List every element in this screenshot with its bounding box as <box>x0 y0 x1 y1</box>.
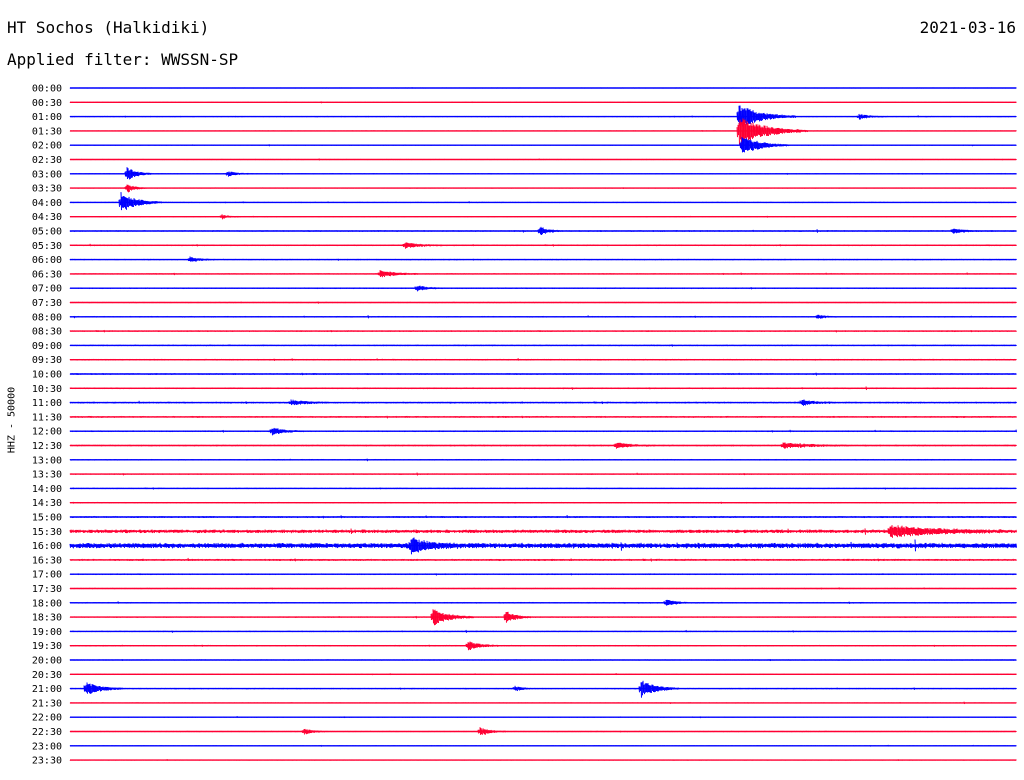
station-title: HT Sochos (Halkidiki) <box>7 18 210 37</box>
filter-label: Applied filter: WWSSN-SP <box>7 50 239 69</box>
time-tick-label: 08:00 <box>32 312 62 323</box>
time-tick-label: 04:30 <box>32 212 62 223</box>
time-tick-label: 18:00 <box>32 598 62 609</box>
time-tick-label: 13:30 <box>32 470 62 481</box>
trace-group <box>69 87 1017 761</box>
time-tick-label: 09:30 <box>32 355 62 366</box>
time-tick-label: 07:00 <box>32 284 62 295</box>
time-tick-label: 18:30 <box>32 613 62 624</box>
time-tick-label: 09:00 <box>32 341 62 352</box>
time-tick-label: 23:30 <box>32 756 62 767</box>
time-tick-label: 08:30 <box>32 327 62 338</box>
time-tick-label: 13:00 <box>32 455 62 466</box>
time-tick-label: 14:00 <box>32 484 62 495</box>
time-tick-label: 21:30 <box>32 698 62 709</box>
time-tick-label: 00:00 <box>32 84 62 95</box>
time-tick-label: 02:30 <box>32 155 62 166</box>
time-tick-label: 19:30 <box>32 641 62 652</box>
time-tick-label: 03:30 <box>32 184 62 195</box>
time-tick-label: 17:30 <box>32 584 62 595</box>
time-tick-label: 11:30 <box>32 412 62 423</box>
time-tick-label: 17:00 <box>32 570 62 581</box>
time-tick-label: 00:30 <box>32 98 62 109</box>
time-tick-label: 20:30 <box>32 670 62 681</box>
time-tick-label: 10:30 <box>32 384 62 395</box>
time-tick-label: 21:00 <box>32 684 62 695</box>
time-tick-label: 03:00 <box>32 169 62 180</box>
seismic-trace-0400 <box>69 192 1017 211</box>
seismic-trace-0130 <box>69 118 1017 145</box>
date-label: 2021-03-16 <box>919 18 1016 37</box>
time-tick-label: 05:00 <box>32 227 62 238</box>
time-tick-label: 15:30 <box>32 527 62 538</box>
tick-labels: 00:00 00:30 01:00 01:30 02:00 02:30 03:00 03:30… <box>32 84 62 767</box>
time-tick-label: 11:00 <box>32 398 62 409</box>
time-tick-label: 20:00 <box>32 656 62 667</box>
time-tick-label: 12:30 <box>32 441 62 452</box>
time-tick-label: 07:30 <box>32 298 62 309</box>
time-tick-label: 04:00 <box>32 198 62 209</box>
time-tick-label: 16:00 <box>32 541 62 552</box>
time-tick-label: 23:00 <box>32 741 62 752</box>
time-tick-label: 06:00 <box>32 255 62 266</box>
time-tick-label: 01:00 <box>32 112 62 123</box>
time-tick-label: 14:30 <box>32 498 62 509</box>
time-tick-label: 16:30 <box>32 555 62 566</box>
time-tick-label: 01:30 <box>32 126 62 137</box>
time-tick-label: 19:00 <box>32 627 62 638</box>
time-tick-label: 10:00 <box>32 370 62 381</box>
time-tick-label: 15:00 <box>32 513 62 524</box>
time-tick-label: 05:30 <box>32 241 62 252</box>
time-tick-label: 22:30 <box>32 727 62 738</box>
time-tick-label: 02:00 <box>32 141 62 152</box>
time-tick-label: 06:30 <box>32 269 62 280</box>
time-tick-label: 22:00 <box>32 713 62 724</box>
time-tick-label: 12:00 <box>32 427 62 438</box>
